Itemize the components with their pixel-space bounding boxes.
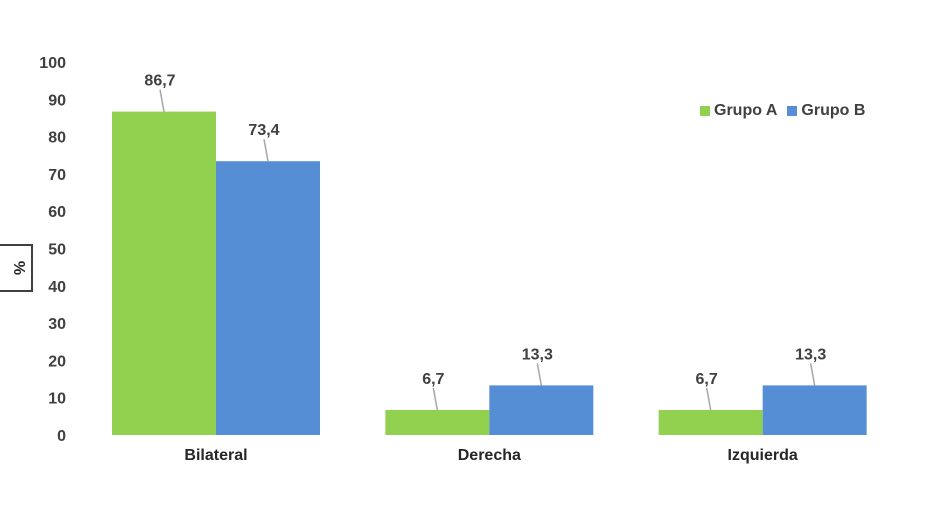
bar [658,410,763,435]
data-label: 86,7 [144,73,175,90]
legend-swatch-grupo-a [700,106,710,116]
y-tick-label: 30 [48,316,66,333]
y-tick-label: 90 [48,92,66,109]
legend-label-grupo-a: Grupo A [714,102,778,119]
data-label-leader [809,363,816,386]
data-label-leader [263,139,269,162]
data-label-leader [536,363,543,386]
data-label: 73,4 [248,122,279,139]
data-label: 6,7 [422,371,444,388]
bar [112,111,216,435]
y-axis-label: % [10,260,27,276]
bar [489,385,594,435]
y-tick-label: 0 [57,428,66,445]
y-axis-label-box [0,244,33,292]
data-label-leader [159,89,165,112]
x-tick-label: Derecha [458,447,521,464]
y-tick-label: 70 [48,167,66,184]
legend: Grupo A Grupo B [700,102,865,120]
y-tick-label: 60 [48,204,66,221]
bar [385,410,490,435]
legend-item-grupo-a: Grupo A [700,102,777,120]
legend-swatch-grupo-b [787,106,798,116]
data-label: 6,7 [696,371,718,388]
bar [762,385,867,435]
data-label: 13,3 [795,346,826,363]
data-label: 13,3 [522,346,553,363]
y-tick-label: 20 [48,353,66,370]
bar [216,161,320,435]
y-tick-label: 40 [48,279,66,296]
data-label-leader [705,387,712,411]
legend-item-grupo-b: Grupo B [787,102,865,120]
y-tick-label: 10 [48,391,66,408]
y-tick-label: 100 [39,55,66,72]
y-tick-label: 80 [48,130,66,147]
y-tick-label: 50 [48,242,66,259]
legend-label-grupo-b: Grupo B [801,102,866,119]
x-tick-label: Izquierda [728,447,798,464]
x-tick-label: Bilateral [184,447,247,464]
data-label-leader [432,387,439,411]
